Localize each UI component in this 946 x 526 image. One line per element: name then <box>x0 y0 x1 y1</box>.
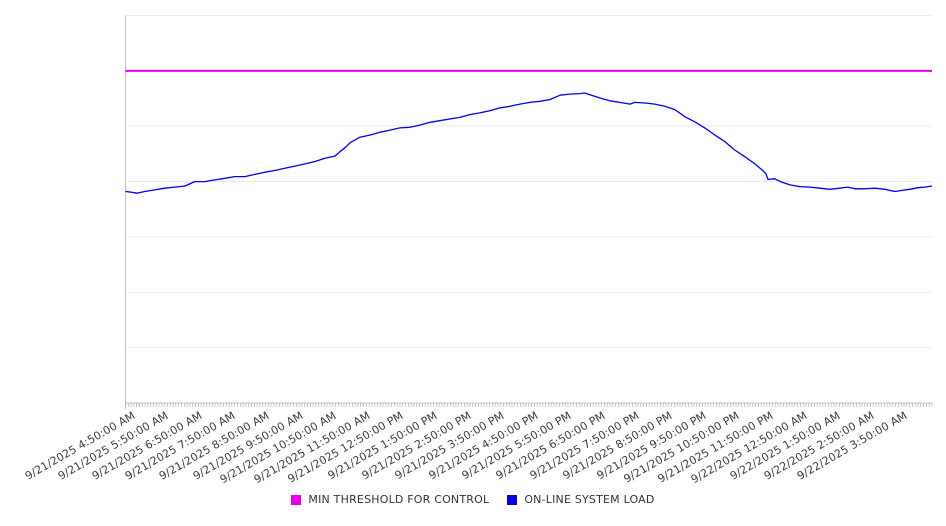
legend-label-min-threshold: MIN THRESHOLD FOR CONTROL <box>308 493 490 506</box>
legend-item-min-threshold[interactable]: MIN THRESHOLD FOR CONTROL <box>291 493 489 506</box>
legend-item-online-system-load[interactable]: ON-LINE SYSTEM LOAD <box>507 493 654 506</box>
legend-label-online-system-load: ON-LINE SYSTEM LOAD <box>524 493 655 506</box>
legend: MIN THRESHOLD FOR CONTROL ON-LINE SYSTEM… <box>0 493 946 506</box>
load-color-swatch-icon <box>507 494 518 505</box>
threshold-color-swatch-icon <box>291 494 302 505</box>
plot-area <box>125 15 933 409</box>
